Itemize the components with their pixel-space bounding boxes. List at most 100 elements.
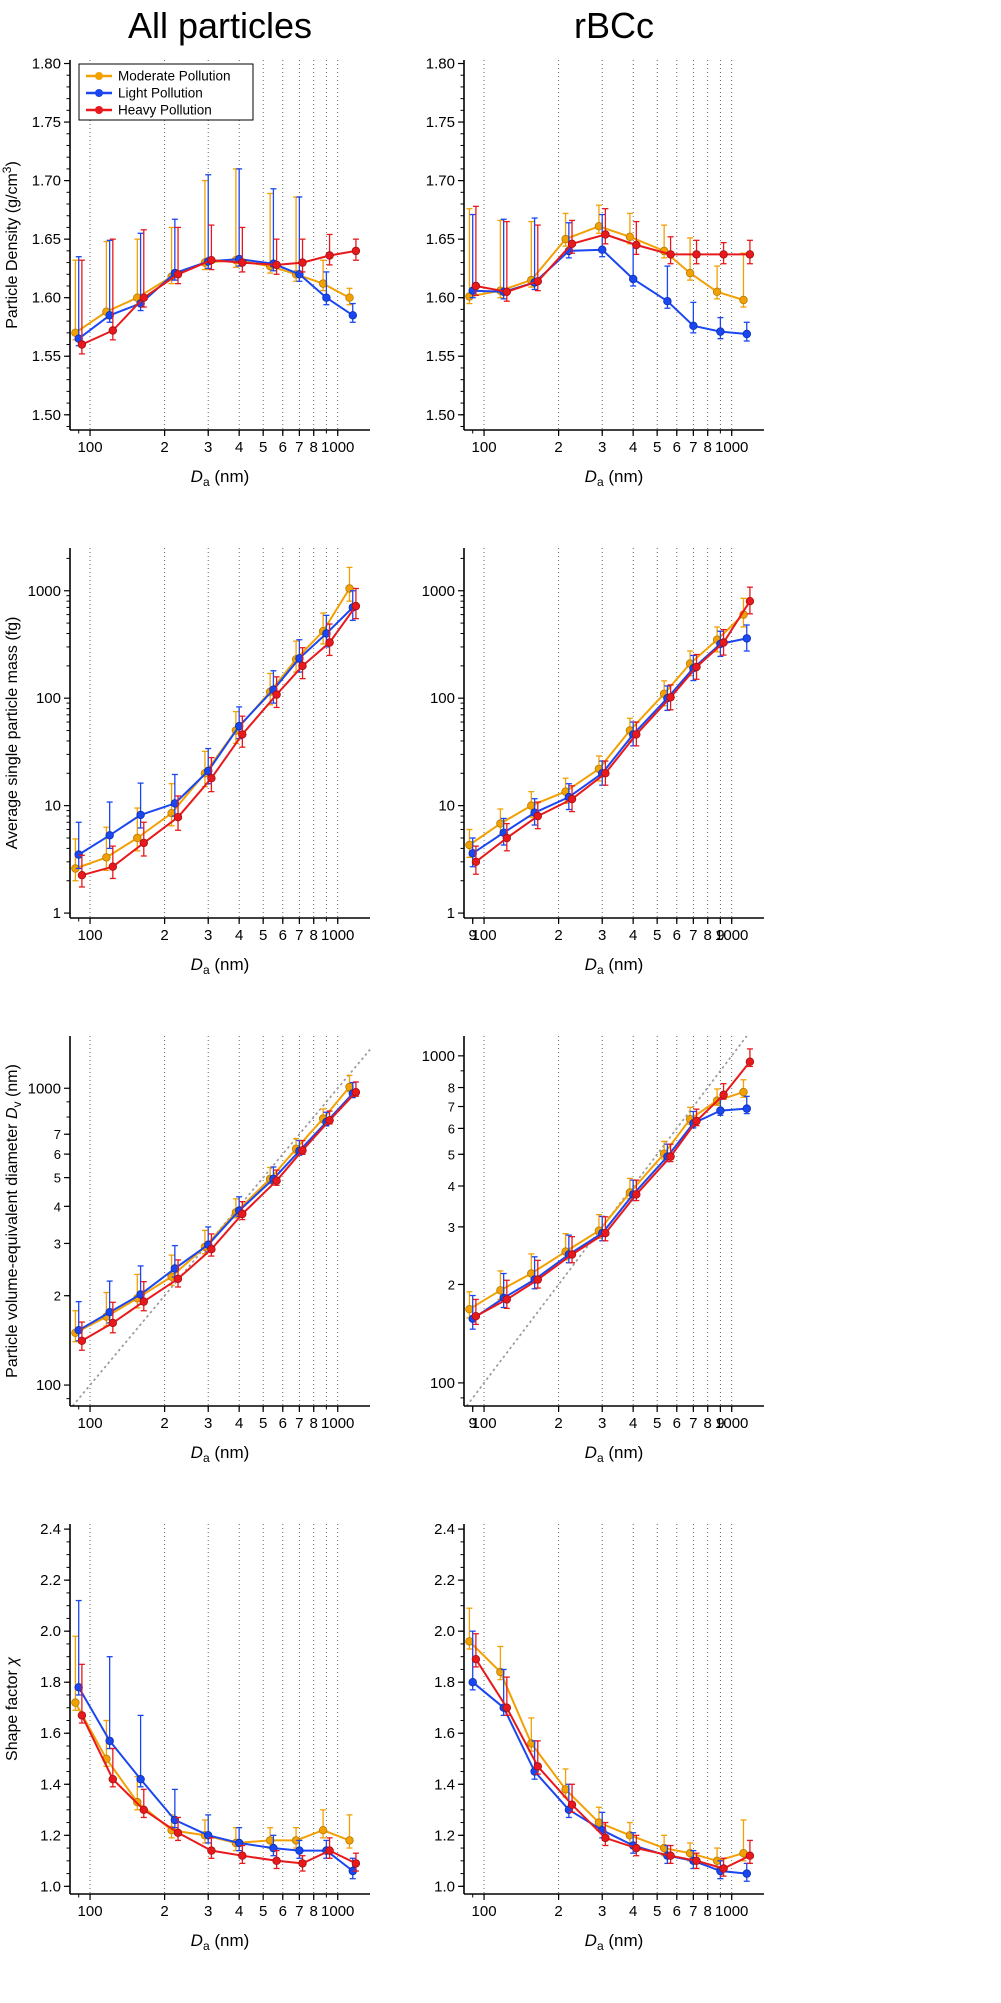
x-tick-label: 4: [235, 1903, 243, 1920]
series-line: [472, 637, 748, 855]
data-point-marker: [533, 277, 542, 286]
y-tick-label: 2.2: [434, 1572, 455, 1589]
y-tick-label: 1.60: [32, 290, 61, 307]
data-point-marker: [238, 1209, 247, 1219]
data-point-marker: [139, 1297, 148, 1306]
x-tick-label: 6: [673, 1903, 681, 1920]
data-point-marker: [207, 256, 216, 265]
x-tick-label: 3: [598, 1415, 606, 1432]
data-point-marker: [105, 831, 114, 840]
series-line: [81, 605, 357, 877]
y-tick-label: 2.0: [434, 1623, 455, 1640]
data-point-marker: [739, 1087, 748, 1097]
data-point-marker: [108, 1318, 117, 1328]
data-point-marker: [502, 287, 511, 296]
x-tick-label: 5: [259, 439, 267, 456]
x-tick-label: 6: [279, 927, 287, 944]
y-tick-label: 1.6: [40, 1725, 61, 1742]
series-line: [468, 613, 745, 846]
series-moderate-pollution: [71, 1635, 354, 1852]
x-tick-label: 7: [689, 439, 697, 456]
x-tick-label: 1000: [715, 1903, 748, 1920]
data-point-marker: [170, 1815, 180, 1825]
x-tick-label: 3: [204, 1903, 212, 1920]
data-point-marker: [298, 1859, 307, 1868]
x-tick-label: 5: [259, 927, 267, 944]
x-tick-label: 7: [295, 927, 303, 944]
data-point-marker: [745, 1057, 755, 1066]
data-point-marker: [272, 260, 281, 270]
data-point-marker: [295, 654, 304, 663]
x-tick-label: 4: [629, 1903, 637, 1920]
y-tick-label: 1.50: [426, 407, 455, 424]
x-tick-label: 1000: [321, 1903, 354, 1920]
y-tick-label: 1.4: [434, 1776, 455, 1793]
x-tick-label: 6: [279, 1415, 287, 1432]
x-tick-label: 3: [204, 439, 212, 456]
series-light-pollution: [74, 590, 357, 870]
x-tick-label: 9: [716, 1415, 724, 1432]
x-tick-label: 9: [469, 927, 477, 944]
x-tick-label: 4: [235, 927, 243, 944]
x-tick-label: 8: [704, 927, 712, 944]
series-line: [472, 1107, 747, 1320]
data-point-marker: [666, 693, 675, 702]
data-point-marker: [468, 1677, 477, 1687]
series-line: [475, 600, 751, 863]
x-tick-label: 8: [704, 1903, 712, 1920]
x-tick-label: 6: [673, 927, 681, 944]
y-tick-label: 1.0: [434, 1878, 455, 1895]
data-point-marker: [685, 268, 695, 278]
data-point-marker: [139, 1805, 148, 1814]
series-moderate-pollution: [465, 1607, 748, 1870]
data-point-marker: [601, 1228, 610, 1238]
data-point-marker: [666, 1851, 675, 1860]
series-line: [81, 249, 357, 346]
series-line: [74, 259, 350, 334]
data-point-marker: [77, 340, 87, 349]
data-point-marker: [629, 274, 638, 284]
y-tick-label: 4: [448, 1179, 455, 1194]
data-point-marker: [567, 239, 577, 248]
data-point-marker: [136, 1774, 145, 1784]
y-tick-label: 100: [36, 690, 61, 707]
x-tick-label: 1000: [321, 439, 354, 456]
x-tick-label: 7: [689, 927, 697, 944]
data-point-marker: [203, 1831, 213, 1840]
data-point-marker: [298, 1146, 307, 1155]
column-title-rbcc: rBCc: [574, 5, 654, 46]
data-point-marker: [272, 1856, 281, 1865]
x-axis-title: Da (nm): [585, 467, 644, 489]
column-title-all-particles: All particles: [127, 5, 313, 46]
data-point-marker: [207, 1846, 216, 1855]
x-tick-label: 7: [295, 1415, 303, 1432]
data-point-marker: [238, 1851, 247, 1860]
x-tick-label: 5: [653, 439, 661, 456]
data-point-marker: [502, 1295, 511, 1304]
data-point-marker: [298, 661, 307, 671]
data-point-marker: [471, 1654, 481, 1664]
data-point-marker: [742, 1869, 751, 1878]
series-moderate-pollution: [465, 204, 748, 308]
x-axis-title: Da (nm): [585, 1443, 644, 1465]
data-point-marker: [351, 1859, 361, 1868]
data-point-marker: [692, 662, 701, 672]
data-point-marker: [173, 270, 183, 279]
data-point-marker: [265, 1836, 275, 1845]
data-point-marker: [601, 230, 610, 239]
y-tick-label: 10: [438, 798, 455, 815]
data-point-marker: [601, 1833, 610, 1843]
data-point-marker: [666, 250, 675, 259]
y-tick-label: 1.55: [32, 348, 61, 365]
data-point-marker: [716, 327, 725, 336]
data-point-marker: [719, 1864, 728, 1873]
y-tick-label: 3: [448, 1220, 455, 1235]
series-line: [475, 1658, 751, 1870]
data-point-marker: [325, 1846, 334, 1855]
x-axis-title: Da (nm): [191, 1931, 250, 1953]
series-line: [472, 1681, 747, 1875]
series-moderate-pollution: [465, 1079, 748, 1319]
